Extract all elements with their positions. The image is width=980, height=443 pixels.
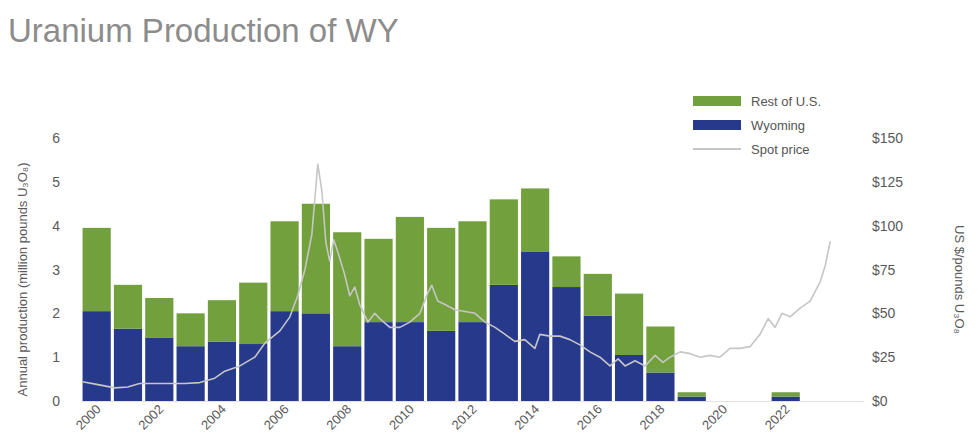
bar (208, 300, 236, 342)
x-tick-label: 2022 (762, 402, 793, 433)
bar (208, 342, 236, 401)
x-tick-label: 2012 (449, 402, 480, 433)
x-tick-label: 2014 (511, 402, 542, 433)
bar (740, 401, 768, 402)
bar (709, 401, 737, 402)
bar (396, 322, 424, 401)
bar (145, 337, 173, 401)
bar-series (83, 188, 800, 396)
bar (709, 401, 737, 402)
bar (114, 329, 142, 401)
bar (270, 221, 298, 311)
plot-area (83, 164, 831, 401)
title: Uranium Production of WY (8, 12, 399, 49)
spot-price-line (83, 164, 831, 388)
y2-tick-label: $125 (872, 174, 903, 190)
bar (177, 313, 205, 346)
bar (772, 397, 800, 401)
y-axis-title: Annual production (million pounds U₃O₈) (15, 163, 30, 397)
bar (302, 313, 330, 401)
bar (584, 316, 612, 401)
x-tick-label: 2018 (636, 402, 667, 433)
y2-tick-label: $50 (872, 305, 896, 321)
y2-tick-label: $150 (872, 130, 903, 146)
x-tick-label: 2020 (699, 402, 730, 433)
y2-tick-label: $100 (872, 218, 903, 234)
x-axis-line (81, 401, 864, 402)
bar (302, 204, 330, 314)
bar (83, 228, 111, 311)
legend-label: Wyoming (751, 118, 805, 133)
x-tick-label: 2016 (574, 402, 605, 433)
bar (646, 373, 674, 401)
bar (114, 285, 142, 329)
bar (427, 331, 455, 401)
bar (83, 311, 111, 401)
legend-label: Rest of U.S. (751, 94, 821, 109)
bar (521, 188, 549, 252)
y-tick-label: 2 (52, 305, 60, 321)
bar (646, 326, 674, 372)
bar (678, 397, 706, 401)
legend-swatch (693, 120, 741, 130)
bar (364, 322, 392, 401)
y-tick-label: 1 (52, 349, 60, 365)
y2-tick-label: $25 (872, 349, 896, 365)
y-tick-label: 6 (52, 130, 60, 146)
legend-swatch (693, 96, 741, 106)
bar (678, 392, 706, 396)
bar (552, 256, 580, 287)
bar (584, 274, 612, 316)
x-tick-label: 2000 (73, 402, 104, 433)
bar (239, 344, 267, 401)
x-tick-label: 2008 (323, 402, 354, 433)
bar (772, 392, 800, 396)
y2-tick-label: $75 (872, 262, 896, 278)
bar (333, 346, 361, 401)
bar (490, 199, 518, 284)
bar (740, 401, 768, 402)
bar (239, 283, 267, 344)
y-tick-label: 0 (52, 393, 60, 409)
bar (458, 322, 486, 401)
chart: Uranium Production of WY 0 1 2 3 4 5 6 $0 $25 $50 $… (0, 0, 980, 443)
bar (490, 285, 518, 401)
bar (552, 287, 580, 401)
y2-axis-title: US $/pounds U₃O₈ (952, 225, 967, 334)
x-tick-label: 2006 (261, 402, 292, 433)
x-tick-label: 2010 (386, 402, 417, 433)
y-tick-label: 4 (52, 218, 60, 234)
bar (458, 221, 486, 322)
legend: Rest of U.S. Wyoming Spot price (693, 94, 821, 157)
bar (521, 252, 549, 401)
y2-tick-label: $0 (872, 393, 888, 409)
x-tick-label: 2004 (198, 402, 229, 433)
bar (615, 294, 643, 355)
bar (427, 228, 455, 331)
y-tick-label: 5 (52, 174, 60, 190)
legend-label: Spot price (751, 142, 810, 157)
x-tick-label: 2002 (135, 402, 166, 433)
y-tick-label: 3 (52, 262, 60, 278)
bar (145, 298, 173, 337)
bar (364, 239, 392, 322)
bar (396, 217, 424, 322)
legend-swatch (693, 148, 741, 150)
bar (177, 346, 205, 401)
